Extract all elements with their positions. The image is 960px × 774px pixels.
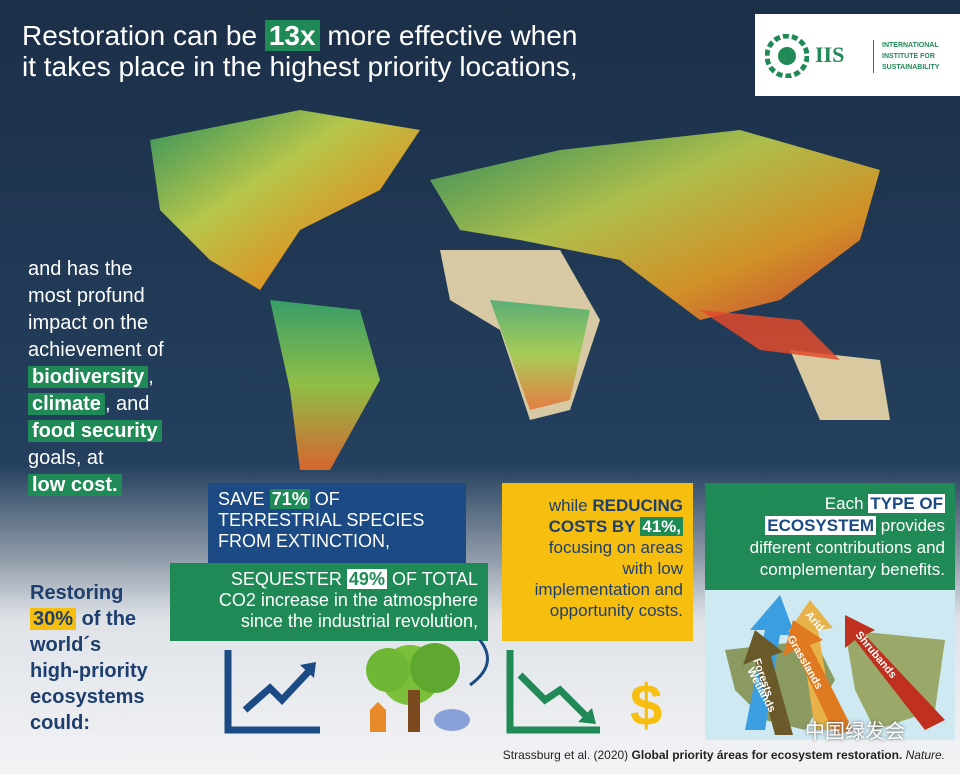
text-line: goals, at: [28, 447, 104, 469]
citation: Strassburg et al. (2020) Global priority…: [503, 748, 945, 762]
logo-line: INTERNATIONAL: [882, 42, 939, 49]
headline-text: more effective when: [327, 20, 578, 51]
icons: $: [224, 640, 662, 738]
text-line: could:: [30, 712, 90, 734]
logo: IIS INTERNATIONAL INSTITUTE FOR SUSTAINA…: [755, 14, 960, 96]
percent-highlight: 71%: [269, 489, 310, 509]
text-line: Restoring: [30, 582, 124, 604]
text-line: CO2 increase in the atmosphere: [218, 590, 478, 610]
text-line: high-priority: [30, 660, 148, 682]
logo-name: INTERNATIONAL INSTITUTE FOR SUSTAINABILI…: [873, 40, 939, 73]
citation-authors: Strassburg et al. (2020): [502, 748, 629, 762]
percent-highlight: 30%: [30, 608, 77, 630]
text-line: with low: [622, 559, 683, 578]
impact-text: and has the most profund impact on the a…: [28, 256, 164, 499]
text-line: FROM EXTINCTION,: [218, 531, 390, 551]
goal-highlight: climate: [28, 393, 105, 415]
citation-title: Global priority áreas for ecosystem rest…: [631, 748, 903, 762]
text: OF TOTAL: [391, 569, 478, 589]
text-line: most profund: [28, 285, 145, 307]
text-line: focusing on areas: [548, 538, 683, 557]
logo-initials: IIS: [815, 42, 845, 67]
text-line: and has the: [28, 258, 133, 280]
cost-box: while REDUCING COSTS BY 41%, focusing on…: [502, 483, 693, 641]
species-box: SAVE 71% OF TERRESTRIAL SPECIES FROM EXT…: [208, 483, 466, 565]
carbon-box: SEQUESTER 49% OF TOTAL CO2 increase in t…: [170, 563, 488, 641]
text: SAVE: [218, 489, 265, 509]
highlight: TYPE OF: [868, 494, 945, 513]
text: of the: [81, 608, 137, 630]
headline-highlight: 13x: [264, 20, 320, 51]
dollar-icon: $: [630, 673, 662, 738]
goal-highlight: biodiversity: [28, 366, 149, 388]
headline-text: it takes place in the highest priority l…: [22, 51, 578, 82]
text-bold: COSTS BY: [548, 517, 636, 536]
cost-highlight: low cost.: [28, 474, 122, 496]
text-line: TERRESTRIAL SPECIES: [218, 510, 425, 530]
text-line: different contributions and: [749, 538, 945, 557]
text-line: impact on the: [28, 312, 149, 334]
text-line: ecosystems: [30, 686, 145, 708]
logo-line: INSTITUTE FOR: [882, 53, 935, 60]
ecosystem-box: Each TYPE OF ECOSYSTEM provides differen…: [705, 483, 955, 590]
text: SEQUESTER: [230, 569, 342, 589]
percent-highlight: 49%: [346, 569, 387, 589]
text-bold: REDUCING: [592, 496, 683, 515]
text: ,: [148, 366, 154, 388]
text-line: opportunity costs.: [549, 601, 683, 620]
highlight: ECOSYSTEM: [765, 516, 876, 535]
text: Each: [824, 494, 864, 513]
citation-journal: Nature.: [905, 748, 945, 762]
text: OF: [314, 489, 340, 509]
restoring-text: Restoring 30% of the world´s high-priori…: [30, 580, 148, 736]
goal-highlight: food security: [28, 420, 162, 442]
text-line: since the industrial revolution,: [240, 611, 478, 631]
text-line: achievement of: [28, 339, 164, 361]
headline: Restoration can be 13x more effective wh…: [22, 20, 578, 82]
text-line: world´s: [30, 634, 102, 656]
ecosystem-map: Wetlands Forests Arid Grasslands Shruban…: [705, 590, 955, 740]
text: , and: [104, 393, 150, 415]
percent-highlight: 41%,: [640, 517, 683, 536]
watermark: 中国绿发会: [805, 721, 905, 743]
text: provides: [880, 516, 945, 535]
text-line: complementary benefits.: [759, 560, 945, 579]
text: while: [548, 496, 588, 515]
text-line: implementation and: [534, 580, 683, 599]
logo-emblem: [765, 34, 809, 78]
headline-text: Restoration can be: [22, 20, 258, 51]
logo-line: SUSTAINABILITY: [882, 64, 940, 71]
